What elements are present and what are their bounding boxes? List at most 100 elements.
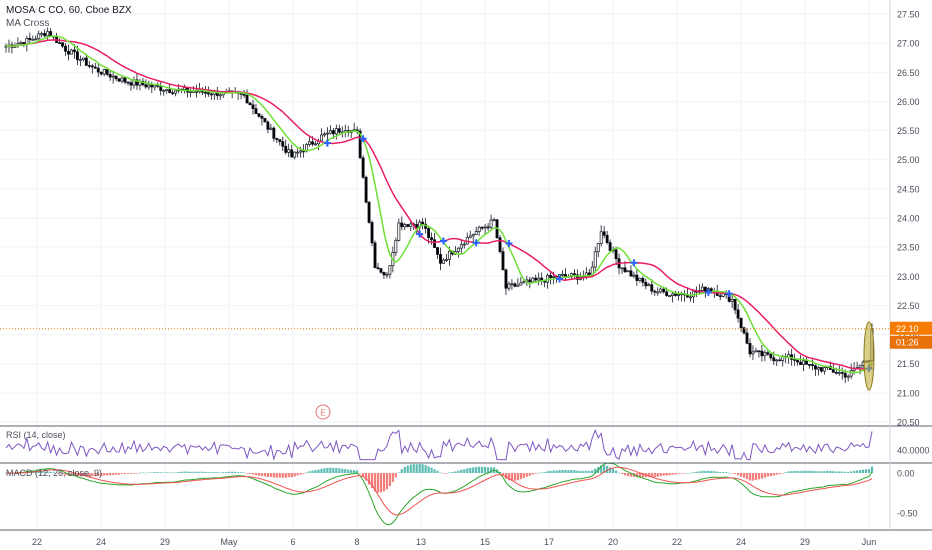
macd-histogram-bar [716, 471, 719, 473]
macd-histogram-bar [751, 473, 755, 481]
macd-histogram-bar [719, 472, 722, 473]
candle [248, 102, 252, 106]
macd-histogram-bar [638, 473, 641, 478]
macd-histogram-bar [677, 473, 680, 474]
candle [370, 222, 374, 244]
macd-histogram-bar [439, 472, 442, 474]
macd-histogram-bar [778, 473, 781, 475]
macd-histogram-bar [704, 470, 707, 473]
macd-histogram-bar [43, 471, 46, 473]
candle [763, 352, 767, 357]
candle [322, 133, 326, 136]
candle [608, 242, 612, 251]
macd-histogram-bar [117, 473, 121, 475]
candle [203, 91, 207, 94]
time-tick-label: Jun [862, 537, 877, 547]
macd-histogram-bar [540, 472, 543, 473]
macd-histogram-bar [284, 473, 287, 478]
candle [736, 309, 740, 319]
macd-histogram-bar [103, 473, 106, 476]
candle [40, 32, 44, 35]
macd-histogram-bar [546, 471, 549, 473]
macd-histogram-bar [507, 473, 511, 481]
macd-histogram-bar [132, 473, 136, 474]
indicator-label: MA Cross [6, 18, 50, 29]
macd-histogram-bar [710, 470, 713, 473]
macd-histogram-bar [460, 469, 463, 473]
macd-histogram-bar [370, 473, 374, 489]
ma-cross-marker [359, 135, 367, 143]
macd-histogram-bar [808, 470, 811, 473]
macd-histogram-bar [287, 473, 290, 478]
macd-histogram-bar [52, 472, 55, 473]
macd-histogram-bar [305, 472, 308, 474]
macd-histogram-bar [278, 473, 281, 478]
candle [421, 221, 425, 225]
candle [602, 231, 606, 236]
candle [296, 151, 300, 154]
macd-histogram-bar [332, 468, 335, 473]
macd-histogram-bar [350, 469, 353, 473]
candle [254, 108, 258, 114]
macd-histogram-bar [522, 473, 525, 479]
candle [257, 113, 261, 117]
macd-histogram-bar [722, 472, 725, 473]
macd-histogram-bar [347, 469, 350, 473]
candle [284, 145, 288, 153]
candle [206, 92, 210, 95]
macd-histogram-bar [73, 473, 76, 476]
candle [802, 360, 806, 365]
time-tick-label: 15 [480, 537, 490, 547]
macd-histogram-bar [299, 473, 302, 475]
candle [242, 93, 246, 96]
candle [251, 104, 255, 109]
macd-histogram-bar [799, 471, 802, 473]
candle [665, 291, 669, 297]
candle [644, 282, 648, 287]
candle [468, 235, 472, 238]
candle [379, 268, 383, 273]
macd-histogram-bar [320, 468, 323, 473]
candle [561, 273, 564, 276]
macd-histogram-bar [397, 472, 400, 474]
candle [504, 269, 508, 289]
macd-histogram-bar [379, 473, 383, 493]
macd-histogram-bar [329, 467, 332, 473]
macd-histogram-bar [463, 469, 466, 473]
candle [840, 372, 844, 374]
candle [287, 149, 291, 153]
last-price-box [890, 321, 932, 335]
candle [483, 226, 487, 229]
macd-histogram-bar [763, 473, 766, 478]
macd-histogram-bar [504, 473, 508, 479]
candle [834, 372, 838, 374]
candle [703, 286, 707, 293]
macd-histogram-bar [40, 471, 43, 473]
macd-histogram-bar [168, 472, 171, 474]
macd-histogram-bar [254, 473, 258, 476]
macd-histogram-bar [260, 473, 264, 477]
rsi-pane: RSI (14, close) 40.0000 [5, 429, 930, 461]
candle [814, 365, 817, 370]
macd-histogram-bar [838, 471, 841, 473]
candle [75, 51, 79, 61]
macd-histogram-bar [338, 468, 341, 473]
macd-histogram-bar [412, 464, 415, 473]
candle [37, 33, 41, 40]
candle [748, 343, 752, 355]
macd-histogram-bar [216, 472, 219, 473]
macd-histogram-bar [552, 470, 555, 473]
macd-histogram-bar [686, 472, 689, 474]
candle [632, 274, 636, 277]
macd-histogram-bar [585, 470, 588, 473]
macd-histogram-bar [606, 465, 609, 473]
candle [406, 224, 410, 227]
candle [129, 82, 133, 86]
macd-histogram-bar [564, 469, 567, 473]
macd-histogram-bar [228, 471, 231, 473]
candles-layer [4, 27, 874, 384]
macd-histogram-bar [680, 473, 683, 474]
price-tick-label: 23.00 [897, 272, 920, 282]
macd-histogram-bar [225, 471, 228, 473]
